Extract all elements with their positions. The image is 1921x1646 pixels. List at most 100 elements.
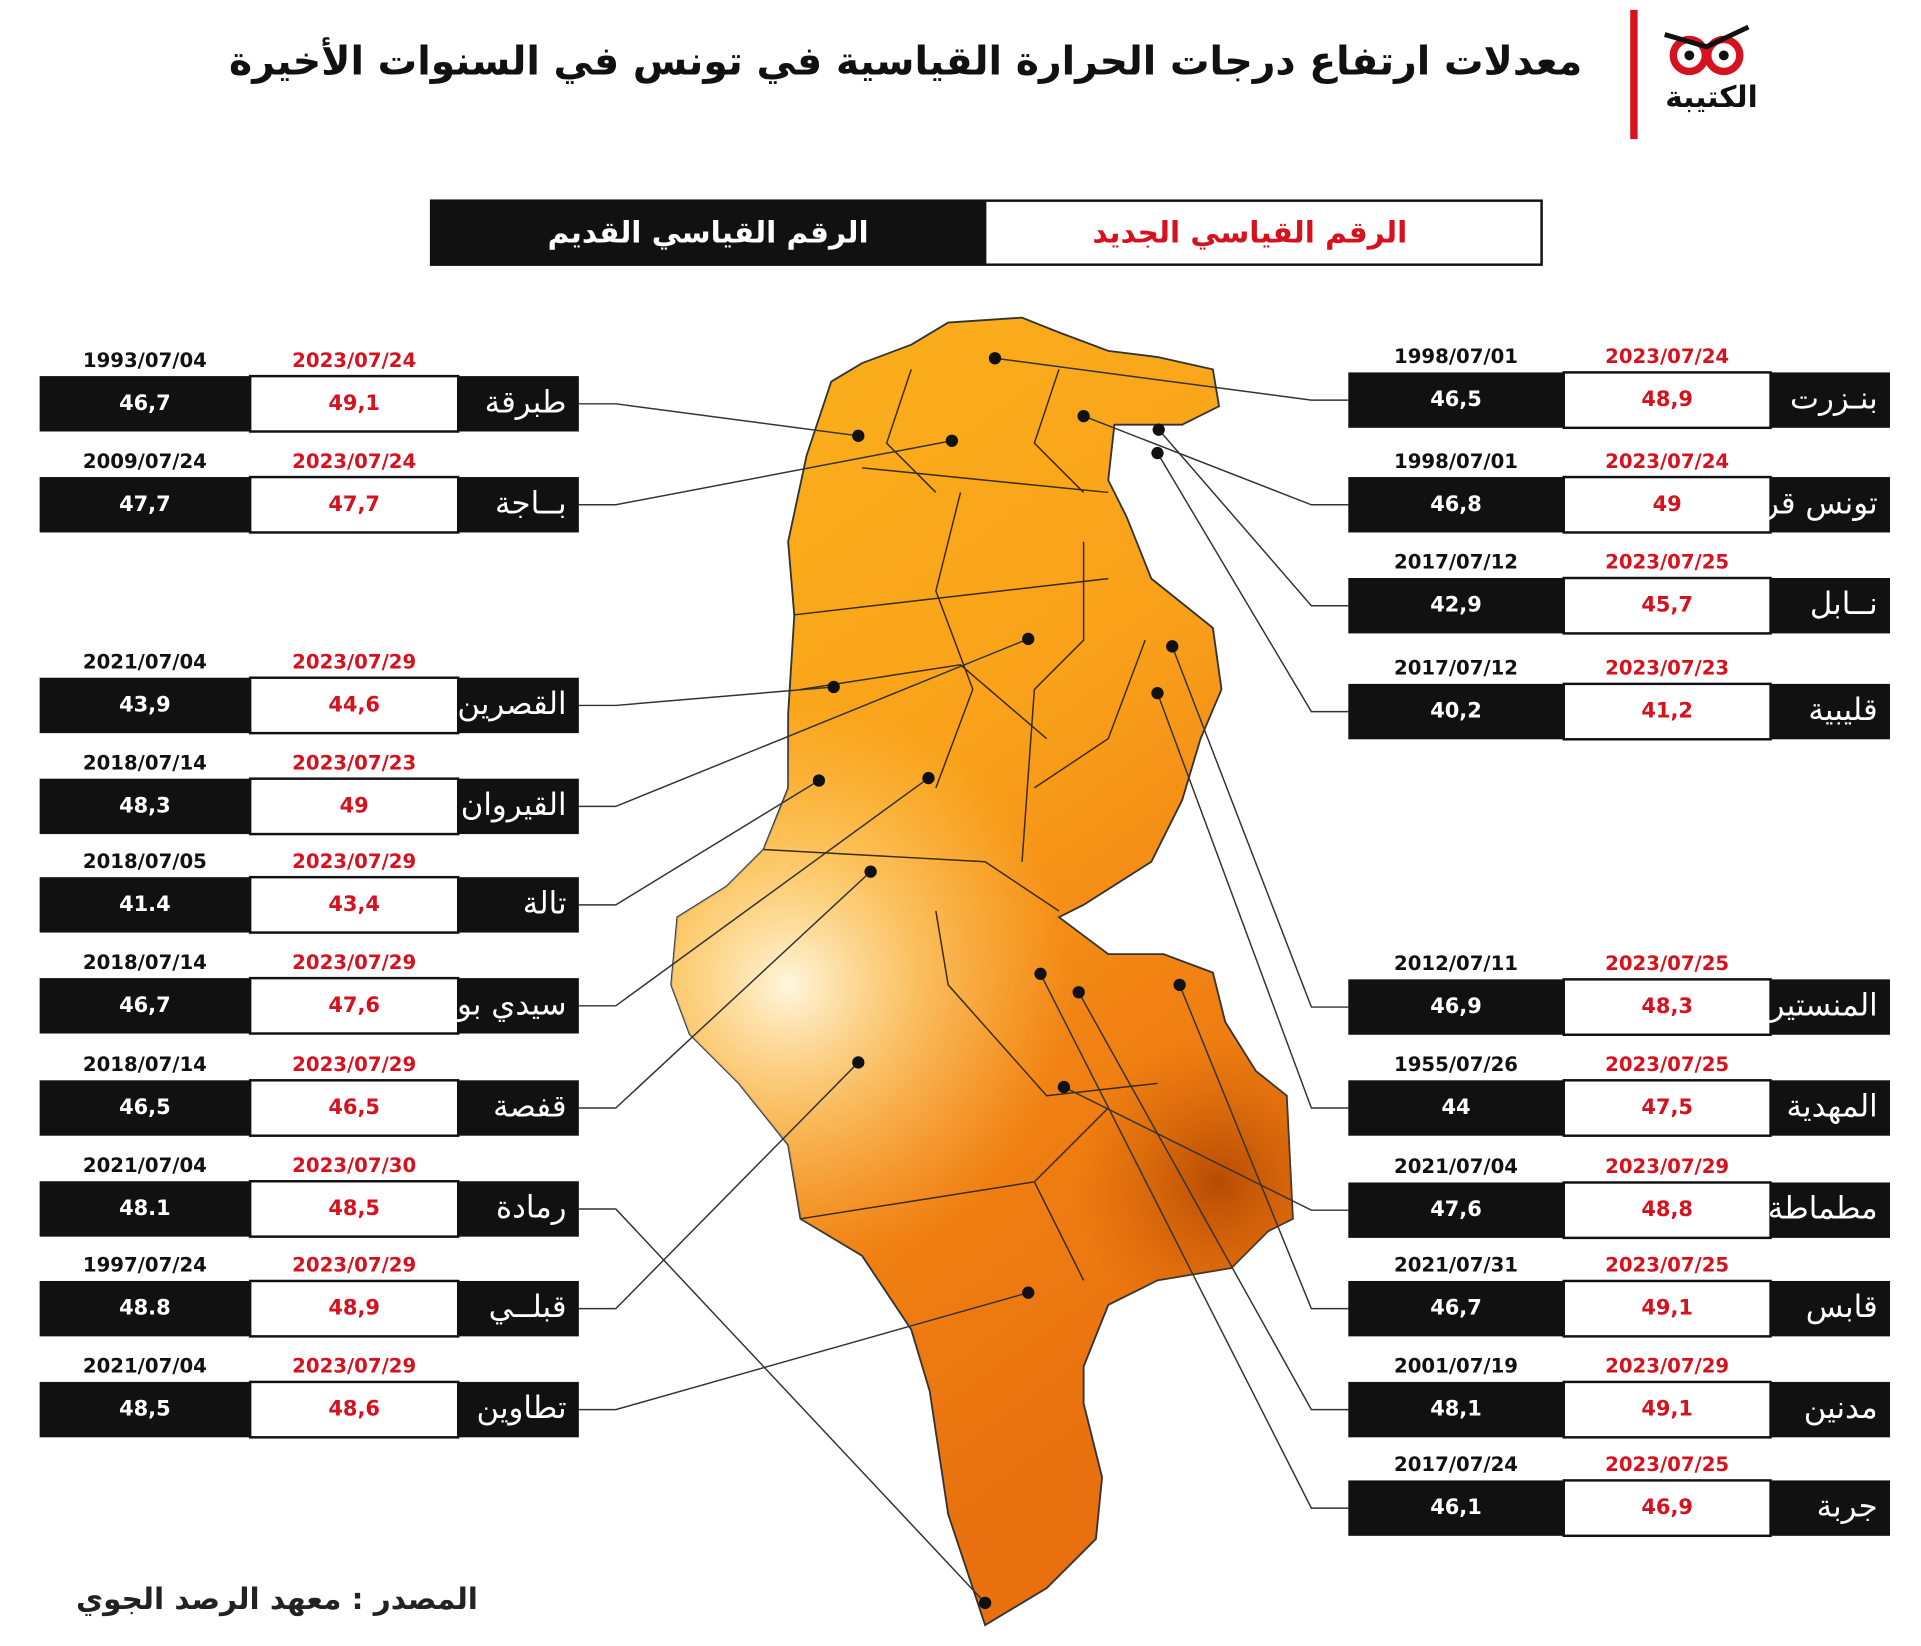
old-value: 46,9	[1430, 994, 1482, 1018]
new-date: 2023/07/29	[292, 850, 416, 873]
station-name: نــابل	[1810, 586, 1878, 622]
connector	[578, 440, 953, 506]
city-dot	[1173, 978, 1186, 992]
old-cell	[39, 1381, 251, 1438]
old-cell	[39, 677, 251, 734]
station-name: القيروان	[461, 787, 567, 823]
station-name: سيدي بوزيد	[417, 986, 566, 1022]
connector	[1078, 991, 1349, 1411]
name-cell	[458, 1381, 579, 1438]
new-cell	[1562, 475, 1772, 534]
station-name: بنـزرت	[1790, 381, 1878, 417]
new-value: 48,5	[328, 1196, 380, 1220]
station-name: طبرقة	[485, 384, 567, 420]
old-cell	[39, 877, 251, 933]
old-value: 48,5	[119, 1397, 171, 1421]
name-cell	[458, 778, 579, 835]
connector	[1171, 646, 1349, 1008]
city-dot	[922, 771, 935, 785]
old-cell	[39, 1280, 251, 1337]
logo-pupil	[1684, 50, 1695, 61]
new-date: 2023/07/23	[1605, 657, 1729, 680]
name-cell	[1770, 1182, 1890, 1238]
name-cell	[1770, 1280, 1890, 1337]
old-date: 2009/07/24	[83, 450, 207, 473]
city-dot	[945, 434, 959, 447]
station-name: مطماطة	[1768, 1191, 1878, 1227]
city-dot	[1166, 640, 1179, 653]
stations: 46,7 49,1 طبرقة 1993/07/04 2023/07/24 47,7 47,…	[39, 345, 1890, 1610]
station-name: القصرين	[457, 686, 566, 722]
old-value: 42,9	[1430, 593, 1482, 617]
station-name: قفصة	[493, 1089, 566, 1125]
map	[670, 316, 1294, 1626]
old-value: 48.1	[119, 1196, 171, 1220]
old-date: 1993/07/04	[83, 349, 207, 372]
city-dot	[1057, 1080, 1071, 1094]
new-cell	[248, 676, 460, 735]
new-cell	[1562, 1079, 1772, 1137]
station-name: قبلــي	[489, 1289, 567, 1325]
city-dot	[852, 429, 865, 442]
logo-brow	[1664, 24, 1750, 50]
name-cell	[458, 877, 579, 933]
name-cell	[458, 1080, 579, 1136]
new-date: 2023/07/29	[292, 650, 416, 673]
city-dot	[1077, 409, 1090, 423]
old-date: 2021/07/04	[83, 650, 207, 673]
new-value: 48,9	[328, 1296, 380, 1320]
connector	[1158, 429, 1349, 607]
city-dot	[1022, 1286, 1035, 1299]
new-value: 47,6	[328, 993, 380, 1017]
new-value: 49	[1653, 492, 1682, 516]
old-date: 2018/07/14	[83, 1053, 207, 1076]
name-cell	[1770, 477, 1890, 533]
new-value: 49	[340, 793, 369, 817]
station-name: بــاجة	[495, 485, 566, 521]
old-cell	[1348, 578, 1564, 634]
old-cell	[1348, 1182, 1564, 1238]
city-dot	[812, 774, 826, 787]
new-cell	[248, 875, 460, 934]
new-date: 2023/07/24	[1605, 450, 1729, 473]
old-value: 43,9	[119, 692, 171, 716]
new-date: 2023/07/29	[292, 951, 416, 974]
old-date: 1997/07/24	[83, 1254, 207, 1277]
new-date: 2023/07/25	[1605, 1453, 1729, 1476]
new-date: 2023/07/29	[292, 1355, 416, 1378]
name-cell	[1770, 1080, 1890, 1136]
new-date: 2023/07/29	[292, 1053, 416, 1076]
city-dot	[978, 1596, 992, 1610]
old-date: 2021/07/04	[1394, 1155, 1518, 1178]
new-date: 2023/07/25	[1605, 952, 1729, 975]
city-dot	[1034, 967, 1047, 980]
old-cell	[1348, 1080, 1564, 1136]
new-value: 47,7	[328, 492, 380, 516]
old-cell	[39, 477, 251, 533]
connector	[1156, 692, 1349, 1109]
old-value: 46,7	[119, 391, 171, 415]
new-cell	[248, 976, 460, 1035]
station-name: تونس قرطاج	[1710, 485, 1877, 521]
station-name: تالة	[523, 885, 567, 921]
old-cell	[1348, 683, 1564, 740]
connector	[1156, 452, 1349, 713]
new-cell	[248, 1380, 460, 1439]
new-date: 2023/07/25	[1605, 1254, 1729, 1277]
old-date: 2021/07/04	[83, 1154, 207, 1177]
city-dot	[988, 352, 1002, 365]
new-cell	[248, 1279, 460, 1338]
old-value: 46,8	[1430, 492, 1482, 516]
connector	[578, 779, 820, 906]
new-date: 2023/07/25	[1605, 551, 1729, 574]
new-date: 2023/07/24	[1605, 345, 1729, 368]
old-cell	[1348, 1381, 1564, 1438]
old-value: 47,6	[1430, 1197, 1482, 1221]
old-value: 48.8	[119, 1296, 171, 1320]
connector	[578, 686, 834, 707]
new-date: 2023/07/25	[1605, 1053, 1729, 1076]
old-date: 2017/07/24	[1394, 1453, 1518, 1476]
map-glow	[671, 701, 1072, 1269]
name-cell	[458, 1181, 579, 1237]
